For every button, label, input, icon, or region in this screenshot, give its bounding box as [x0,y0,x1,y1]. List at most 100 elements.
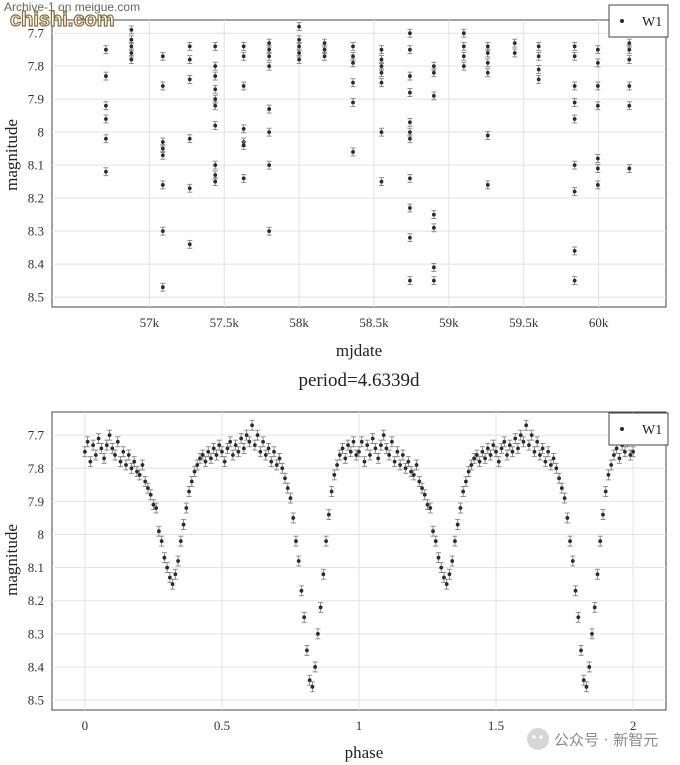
phase-data-point [271,446,277,458]
timeseries-data-point [187,239,193,249]
timeseries-data-point [536,75,542,84]
phase-data-point [586,661,592,673]
top-watermark: Archive-1 on meigue.com chishi.com [4,0,140,32]
phase-data-point [101,452,107,464]
phase-data-point [348,446,354,458]
timeseries-data-point [407,88,413,97]
phase-data-point [353,449,359,461]
phase-data-point [367,449,373,461]
phase-data-point [260,436,266,448]
timeseries-data-point [266,61,272,71]
phase-data-point [592,601,598,613]
timeseries-data-point [626,45,632,55]
timeseries-data-point [485,131,491,140]
timeseries-chart: 57k 57.5k 58k 58.5k 59k 59.5k 60k 7.7 7.8 7.9 8 8.… [2,4,669,360]
phase-data-point [194,459,200,471]
timeseries-y-ticks: 7.7 7.8 7.9 8 8.1 8.2 8.3 8.4 8.5 [28,26,45,305]
phase-data-point [85,436,91,448]
phase-data-point [329,486,335,497]
phase-legend: W1 [608,412,669,446]
phase-y-axis-title: magnitude [2,524,21,596]
timeseries-data-point [212,121,218,130]
phase-data-point [490,439,496,451]
top-watermark-logo-text: chishi.com [10,9,114,31]
timeseries-data-point [350,147,356,157]
timeseries-data-point [160,51,166,61]
phase-data-point [296,555,302,567]
timeseries-data-point [595,58,601,68]
phase-data-point [457,502,463,514]
timeseries-data-point [241,140,247,150]
timeseries-data-point [378,45,384,55]
phase-data-point [515,443,521,454]
phase-data-point [167,572,173,583]
phase-data-point [183,502,189,514]
phase-data-point [98,443,104,454]
phase-data-point [156,525,162,537]
timeseries-data-point [595,164,601,173]
phase-data-point [501,436,507,448]
phase-data-point [318,601,324,613]
timeseries-data-point [595,154,601,163]
phase-data-point [389,436,395,448]
phase-data-point [518,429,524,441]
phase-data-point [175,555,181,567]
timeseries-data-point [572,98,578,107]
timeseries-data-point [461,28,467,38]
timeseries-legend-marker [620,19,624,23]
phase-data-point [192,466,198,477]
bottom-watermark-text: 公众号 · 新智元 [554,731,658,749]
timeseries-data-point [431,68,437,78]
phase-data-point [172,568,178,580]
timeseries-data-point [485,180,491,190]
timeseries-data-point [160,150,166,160]
phase-data-point [128,462,134,474]
timeseries-data-point [572,276,578,285]
timeseries-data-point [128,55,134,64]
timeseries-data-point [485,42,491,51]
timeseries-data-point [485,68,491,78]
timeseries-data-point [461,61,467,71]
top-watermark-small-text: Archive-1 on meigue.com [4,0,140,14]
timeseries-data-point [536,65,542,74]
phase-data-point [233,439,239,451]
phase-data-point [312,661,318,673]
phase-data-point [320,568,326,580]
timeseries-data-point [461,51,467,61]
phase-y-tick-label: 8.5 [28,693,44,708]
timeseries-data-point [187,75,193,84]
phase-data-point [224,443,230,454]
timeseries-data-point [212,42,218,51]
phase-data-point [551,452,557,464]
phase-data-point [246,436,252,448]
phase-data-point [178,535,184,547]
timeseries-y-tick-label: 8.2 [28,191,44,206]
phase-y-tick-label: 7.7 [28,428,45,443]
phase-y-tick-label: 7.9 [28,494,44,509]
phase-data-point [304,645,310,656]
timeseries-data-point [212,101,218,111]
timeseries-data-point [128,25,134,35]
phase-data-point [433,535,439,547]
phase-data-point [87,456,93,468]
timeseries-data-point [241,42,247,51]
timeseries-y-axis-title: magnitude [2,119,21,191]
phase-data-point [520,436,526,448]
timeseries-data-point [407,117,413,127]
phase-data-point [238,433,244,444]
timeseries-x-tick-label: 57.5k [210,315,240,330]
timeseries-data-point [212,160,218,170]
phase-y-tick-label: 8.2 [28,593,44,608]
timeseries-data-point [212,71,218,81]
phase-y-tick-label: 8.3 [28,626,44,641]
timeseries-x-axis-title: mjdate [336,341,382,360]
timeseries-grid [52,20,666,307]
phase-data-point [142,476,148,487]
timeseries-data-point [536,42,542,51]
phase-data-point [477,456,483,468]
phase-data-point [197,452,203,464]
timeseries-data-point [266,160,272,170]
timeseries-data-point [485,58,491,68]
timeseries-data-point [187,55,193,64]
phase-data-point [405,456,411,468]
